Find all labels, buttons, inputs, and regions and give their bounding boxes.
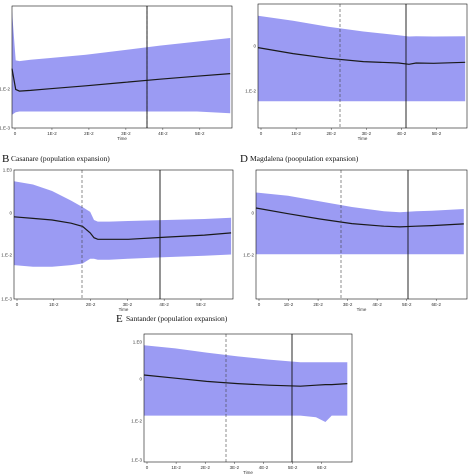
y-tick-label-1-0: 0: [253, 44, 256, 49]
x-axis-label-1: Time: [358, 136, 368, 141]
panel-d-title: Magdalena (poopulation expansion): [250, 154, 359, 163]
y-tick-label-0-0: 1.E-2: [0, 87, 10, 92]
x-axis-label-3: Time: [357, 307, 367, 312]
y-tick-label-3-0: 0: [251, 211, 254, 216]
x-tick-label-0-1: 1E-2: [47, 131, 57, 136]
x-tick-label-4-4: 4E-2: [259, 465, 269, 470]
x-tick-label-2-4: 4E-2: [159, 302, 169, 307]
y-tick-label-0-1: 1.E-3: [0, 126, 10, 131]
x-tick-label-3-5: 5E-2: [402, 302, 412, 307]
x-tick-label-2-5: 5E-2: [196, 302, 206, 307]
panel-b-letter: B: [2, 153, 9, 165]
x-tick-label-4-2: 2E-2: [200, 465, 210, 470]
y-tick-label-2-3: 1.E-3: [1, 297, 12, 302]
hpd-band-0: [12, 10, 231, 115]
y-tick-label-2-1: 0: [9, 211, 12, 216]
hpd-band-3: [256, 192, 464, 255]
y-tick-label-1-1: 1.E-2: [245, 89, 256, 94]
median-line-2: [13, 216, 232, 240]
x-tick-label-1-4: 4E-2: [397, 131, 407, 136]
y-tick-label-4-3: 1.E-3: [131, 458, 142, 463]
x-axis-label-0: Time: [117, 136, 127, 141]
plot-frame-0: [11, 5, 233, 129]
panel-b-title: Casanare (population expansion): [11, 154, 110, 163]
x-tick-label-2-2: 2E-2: [86, 302, 96, 307]
y-tick-label-2-0: 1.E0: [3, 168, 13, 173]
median-line-1: [257, 47, 466, 65]
median-line-4: [143, 374, 348, 387]
x-tick-label-0-3: 3E-2: [121, 131, 131, 136]
x-tick-label-4-6: 6E-2: [317, 465, 327, 470]
x-tick-label-1-2: 2E-2: [326, 131, 336, 136]
x-tick-label-4-5: 5E-2: [288, 465, 298, 470]
plot-frame-1: [257, 3, 468, 129]
plot-frame-4: [143, 333, 353, 463]
x-tick-label-1-1: 1E-2: [291, 131, 301, 136]
x-tick-label-2-3: 3E-2: [123, 302, 133, 307]
y-tick-label-4-2: 1.E-2: [131, 419, 142, 424]
x-tick-label-3-6: 6E-2: [431, 302, 441, 307]
x-tick-label-1-5: 5E-2: [432, 131, 442, 136]
x-tick-label-0-0: 0: [14, 131, 17, 136]
x-tick-label-3-3: 3E-2: [343, 302, 353, 307]
y-tick-label-4-1: 0: [139, 377, 142, 382]
plot-frame-3: [255, 169, 468, 300]
x-tick-label-4-0: 0: [146, 465, 149, 470]
y-tick-label-3-1: 1.E-2: [243, 253, 254, 258]
x-tick-label-2-1: 1E-2: [49, 302, 59, 307]
x-tick-label-3-1: 1E-2: [284, 302, 294, 307]
x-tick-label-3-2: 2E-2: [313, 302, 323, 307]
x-axis-label-2: Time: [119, 307, 129, 312]
x-tick-label-0-4: 4E-2: [158, 131, 168, 136]
panel-d-letter: D: [240, 153, 248, 165]
x-tick-label-0-2: 2E-2: [84, 131, 94, 136]
x-tick-label-1-3: 3E-2: [362, 131, 372, 136]
hpd-band-1: [258, 15, 466, 102]
panel-e-letter: E: [116, 313, 123, 325]
y-tick-label-2-2: 1.E-2: [1, 253, 12, 258]
x-tick-label-2-0: 0: [16, 302, 19, 307]
x-tick-label-0-5: 5E-2: [195, 131, 205, 136]
median-line-0: [11, 68, 231, 92]
x-tick-label-3-4: 4E-2: [372, 302, 382, 307]
x-axis-label-4: Time: [243, 470, 253, 475]
x-tick-label-3-0: 0: [258, 302, 261, 307]
panel-e-title: Santander (population expansion): [126, 314, 228, 323]
median-line-3: [255, 207, 464, 228]
y-tick-label-4-0: 1.E0: [133, 340, 143, 345]
hpd-band-2: [14, 181, 232, 267]
x-tick-label-4-3: 3E-2: [230, 465, 240, 470]
plot-frame-2: [13, 169, 234, 300]
x-tick-label-1-0: 0: [260, 131, 263, 136]
x-tick-label-4-1: 1E-2: [171, 465, 181, 470]
